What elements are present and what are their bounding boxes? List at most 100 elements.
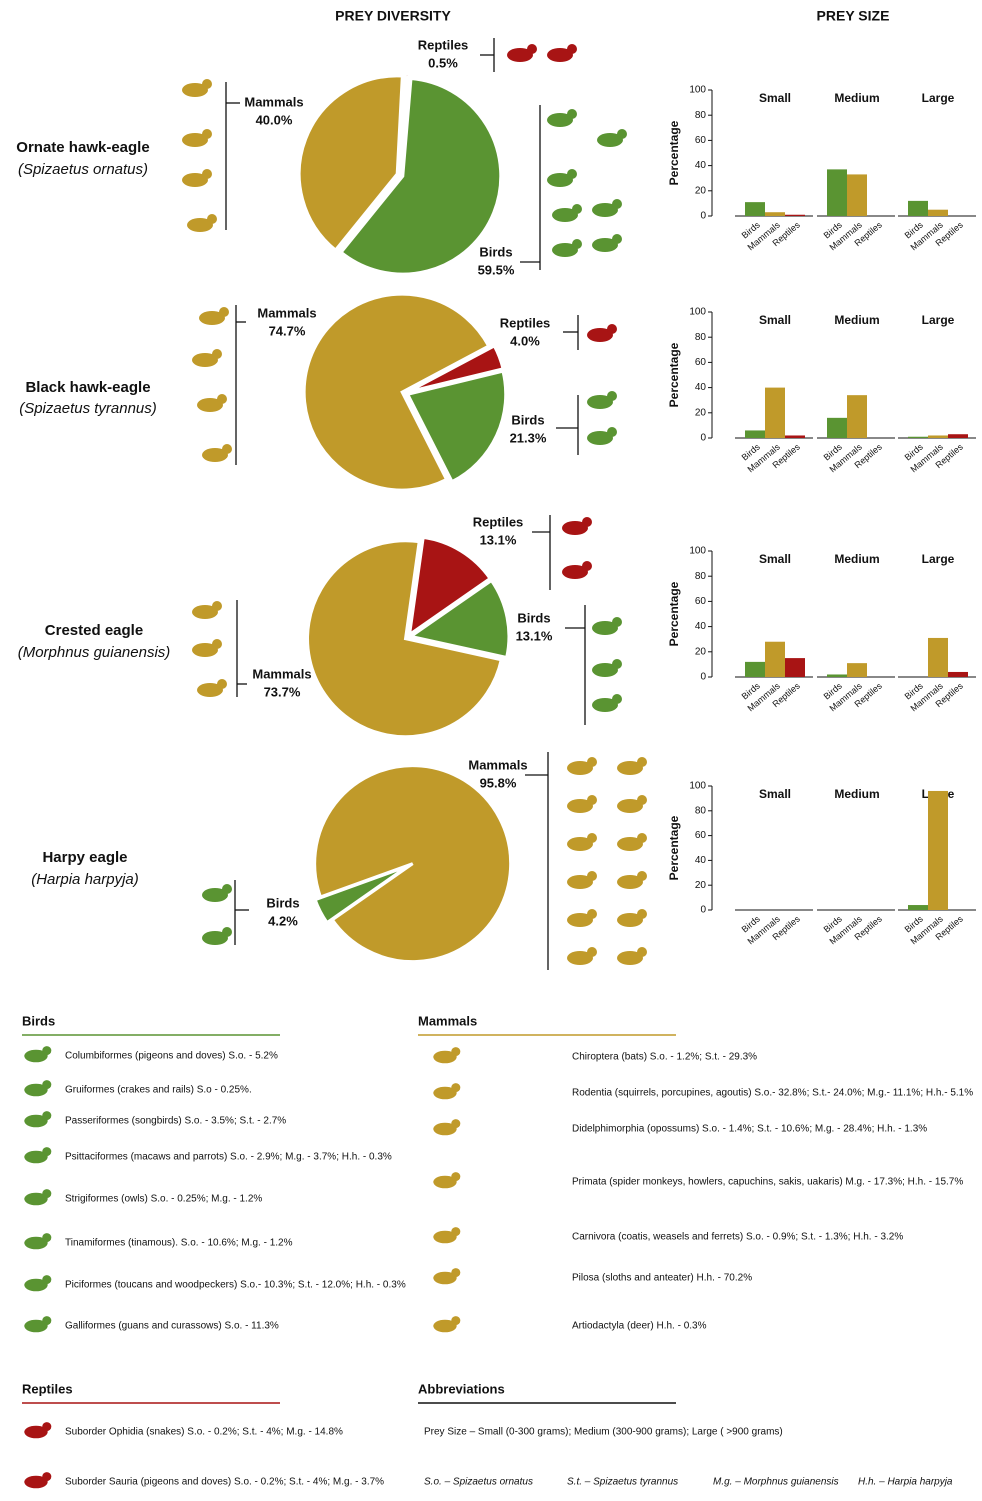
species-name: Black hawk-eagle bbox=[25, 379, 150, 396]
animal-icon bbox=[451, 1227, 461, 1237]
animal-icon bbox=[42, 1147, 52, 1157]
group-label: Small bbox=[759, 313, 791, 327]
legend-item: Strigiformes (owls) S.o. - 0.25%; M.g. -… bbox=[65, 1194, 262, 1205]
column-header: PREY DIVERSITY bbox=[335, 8, 451, 24]
animal-icon bbox=[217, 679, 227, 689]
legend-item: Suborder Ophidia (snakes) S.o. - 0.2%; S… bbox=[65, 1427, 343, 1438]
legend-item: Tinamiformes (tinamous). S.o. - 10.6%; M… bbox=[65, 1238, 293, 1249]
slice-label: Mammals bbox=[468, 757, 527, 772]
animal-icon bbox=[24, 1083, 48, 1097]
slice-value: 4.2% bbox=[268, 913, 298, 928]
animal-icon bbox=[42, 1233, 52, 1243]
species-name: Harpy eagle bbox=[42, 849, 127, 866]
animal-icon bbox=[202, 931, 228, 945]
y-tick-label: 40 bbox=[695, 382, 707, 393]
animal-icon bbox=[527, 44, 537, 54]
y-tick-label: 40 bbox=[695, 621, 707, 632]
animal-icon bbox=[222, 884, 232, 894]
animal-icon bbox=[612, 659, 622, 669]
animal-icon bbox=[592, 698, 618, 712]
legend-item: Rodentia (squirrels, porcupines, agoutis… bbox=[572, 1088, 973, 1099]
slice-label: Reptiles bbox=[500, 315, 551, 330]
animal-icon bbox=[182, 173, 208, 187]
legend-item: S.t. – Spizaetus tyrannus bbox=[567, 1477, 678, 1488]
animal-icon bbox=[451, 1172, 461, 1182]
bar bbox=[847, 395, 867, 438]
animal-icon bbox=[587, 431, 613, 445]
animal-icon bbox=[607, 324, 617, 334]
animal-icon bbox=[192, 605, 218, 619]
animal-icon bbox=[592, 238, 618, 252]
animal-icon bbox=[182, 133, 208, 147]
animal-icon bbox=[42, 1046, 52, 1056]
animal-icon bbox=[24, 1425, 48, 1439]
animal-icon bbox=[24, 1236, 48, 1250]
animal-icon bbox=[433, 1271, 457, 1285]
legend-title: Reptiles bbox=[22, 1381, 73, 1396]
slice-label: Mammals bbox=[252, 666, 311, 681]
animal-icon bbox=[617, 913, 643, 927]
y-tick-label: 100 bbox=[689, 85, 706, 96]
slice-label: Birds bbox=[511, 412, 544, 427]
legend-item: M.g. – Morphnus guianensis bbox=[713, 1477, 839, 1488]
species-scientific: (Spizaetus ornatus) bbox=[18, 161, 148, 178]
bar bbox=[765, 641, 785, 677]
animal-icon bbox=[42, 1111, 52, 1121]
y-axis-label: Percentage bbox=[667, 342, 681, 407]
animal-icon bbox=[607, 391, 617, 401]
animal-icon bbox=[212, 601, 222, 611]
animal-icon bbox=[42, 1316, 52, 1326]
y-tick-label: 80 bbox=[695, 805, 707, 816]
animal-icon bbox=[182, 83, 208, 97]
animal-icon bbox=[587, 328, 613, 342]
animal-icon bbox=[433, 1086, 457, 1100]
slice-label: Mammals bbox=[244, 94, 303, 109]
pie-slice bbox=[313, 764, 513, 964]
legend-item: Chiroptera (bats) S.o. - 1.2%; S.t. - 29… bbox=[572, 1052, 757, 1063]
pie-slice bbox=[407, 535, 493, 638]
y-tick-label: 40 bbox=[695, 855, 707, 866]
legend-item: Gruiformes (crakes and rails) S.o - 0.25… bbox=[65, 1085, 252, 1096]
slice-label: Mammals bbox=[257, 305, 316, 320]
bar bbox=[908, 905, 928, 910]
y-tick-label: 20 bbox=[695, 646, 707, 657]
group-label: Large bbox=[922, 552, 955, 566]
legend-title: Abbreviations bbox=[418, 1381, 505, 1396]
bar bbox=[948, 671, 968, 677]
legend-item: H.h. – Harpia harpyja bbox=[858, 1477, 953, 1488]
animal-icon bbox=[587, 909, 597, 919]
animal-icon bbox=[222, 444, 232, 454]
animal-icon bbox=[592, 663, 618, 677]
animal-icon bbox=[612, 234, 622, 244]
animal-icon bbox=[42, 1422, 52, 1432]
animal-icon bbox=[42, 1275, 52, 1285]
pie-slice bbox=[405, 369, 508, 484]
slice-value: 74.7% bbox=[269, 323, 306, 338]
group-label: Large bbox=[922, 91, 955, 105]
animal-icon bbox=[552, 208, 578, 222]
slice-label: Reptiles bbox=[473, 514, 524, 529]
animal-icon bbox=[637, 795, 647, 805]
bar bbox=[827, 417, 847, 438]
animal-icon bbox=[451, 1316, 461, 1326]
pie-slice bbox=[297, 74, 404, 253]
legend-item: Pilosa (sloths and anteater) H.h. - 70.2… bbox=[572, 1273, 752, 1284]
animal-icon bbox=[567, 109, 577, 119]
slice-value: 4.0% bbox=[510, 333, 540, 348]
group-label: Small bbox=[759, 552, 791, 566]
animal-icon bbox=[202, 169, 212, 179]
animal-icon bbox=[217, 394, 227, 404]
y-tick-label: 60 bbox=[695, 830, 707, 841]
slice-label: Birds bbox=[266, 895, 299, 910]
y-tick-label: 60 bbox=[695, 596, 707, 607]
bar bbox=[785, 214, 805, 216]
animal-icon bbox=[567, 44, 577, 54]
slice-value: 40.0% bbox=[256, 112, 293, 127]
pie-slice bbox=[302, 292, 491, 492]
legend-item: Galliformes (guans and curassows) S.o. -… bbox=[65, 1321, 279, 1332]
species-scientific: (Morphnus guianensis) bbox=[18, 644, 171, 661]
animal-icon bbox=[433, 1050, 457, 1064]
bar bbox=[745, 430, 765, 438]
animal-icon bbox=[587, 395, 613, 409]
bar bbox=[928, 637, 948, 677]
